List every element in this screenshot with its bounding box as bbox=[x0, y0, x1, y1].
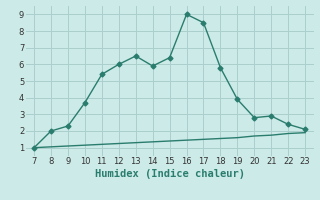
X-axis label: Humidex (Indice chaleur): Humidex (Indice chaleur) bbox=[95, 169, 244, 179]
